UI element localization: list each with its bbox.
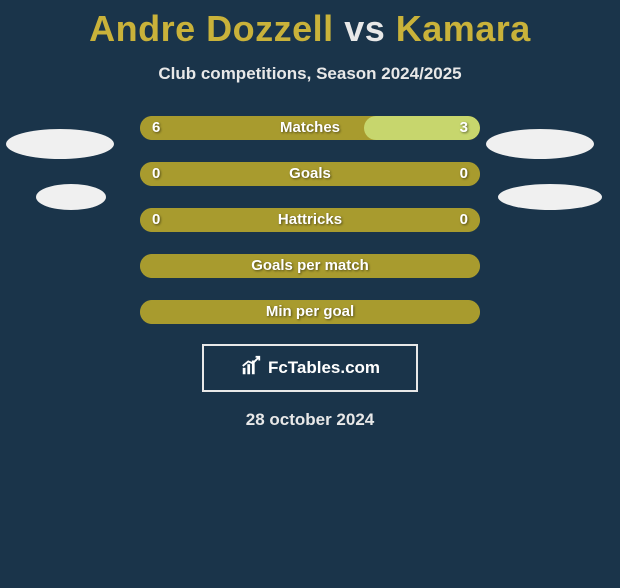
bar-segment (140, 254, 480, 278)
bar-track (140, 254, 480, 278)
logo-box: FcTables.com (202, 344, 418, 392)
bar-segment (140, 300, 480, 324)
stat-row: Goals00 (0, 160, 620, 188)
stat-value-left: 0 (152, 160, 160, 188)
decorative-ellipse (486, 129, 594, 159)
stat-value-right: 3 (460, 114, 468, 142)
stat-row: Hattricks00 (0, 206, 620, 234)
decorative-ellipse (6, 129, 114, 159)
stat-value-right: 0 (460, 206, 468, 234)
vs-text: vs (344, 8, 385, 49)
decorative-ellipse (498, 184, 602, 210)
logo-text: FcTables.com (268, 358, 380, 378)
bar-track (140, 300, 480, 324)
player1-name: Andre Dozzell (89, 8, 334, 49)
stat-value-right: 0 (460, 160, 468, 188)
stat-row: Min per goal (0, 298, 620, 326)
subtitle: Club competitions, Season 2024/2025 (0, 64, 620, 84)
date-text: 28 october 2024 (0, 410, 620, 430)
bar-track (140, 116, 480, 140)
bar-track (140, 208, 480, 232)
bar-track (140, 162, 480, 186)
bar-segment (140, 162, 480, 186)
player2-name: Kamara (396, 8, 531, 49)
decorative-ellipse (36, 184, 106, 210)
stat-value-left: 6 (152, 114, 160, 142)
stat-row: Goals per match (0, 252, 620, 280)
comparison-title: Andre Dozzell vs Kamara (0, 8, 620, 50)
bar-segment (140, 208, 480, 232)
stat-value-left: 0 (152, 206, 160, 234)
bar-segment (140, 116, 364, 140)
chart-icon (240, 355, 262, 382)
